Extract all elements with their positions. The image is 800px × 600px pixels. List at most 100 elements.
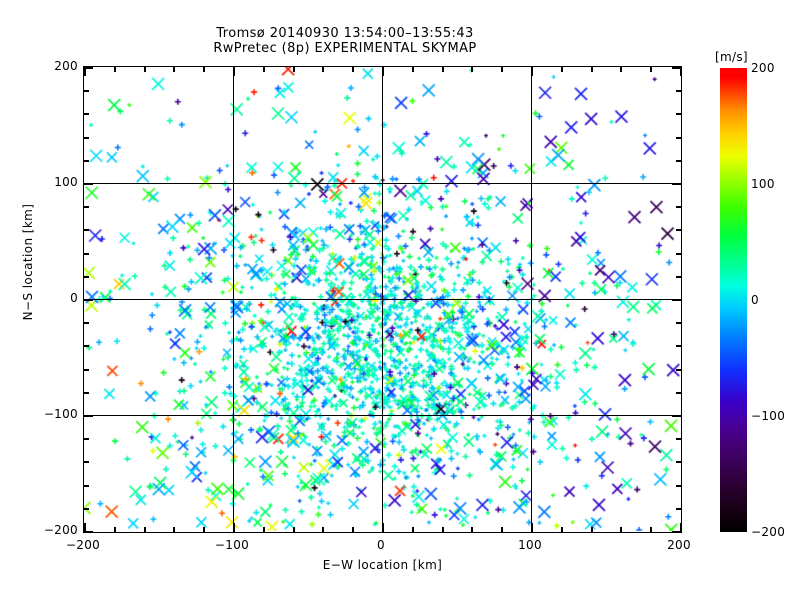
y-tick-major-right xyxy=(672,531,681,532)
colorbar-units-label: [m/s] xyxy=(715,50,748,64)
y-tick-minor-right xyxy=(676,229,681,231)
x-tick-minor-top xyxy=(203,67,205,72)
y-tick-minor xyxy=(84,461,89,463)
x-axis-title: E−W location [km] xyxy=(322,558,443,572)
x-tick-minor xyxy=(144,527,146,532)
y-tick-minor-right xyxy=(676,438,681,440)
x-tick-minor-top xyxy=(620,67,622,72)
title-line-1: Tromsø 20140930 13:54:00–13:55:43 xyxy=(216,26,474,41)
y-tick-major xyxy=(84,183,93,185)
y-tick-minor xyxy=(84,206,89,208)
x-tick-major-top xyxy=(84,67,86,76)
x-tick-minor-top xyxy=(293,67,295,72)
x-tick-minor-top xyxy=(114,67,116,72)
y-tick-minor-right xyxy=(676,485,681,487)
y-tick-label: 0 xyxy=(70,291,78,305)
y-tick-minor xyxy=(84,345,89,347)
y-tick-minor xyxy=(84,160,89,162)
title-line-2: RwPretec (8p) EXPERIMENTAL SKYMAP xyxy=(213,41,477,56)
x-tick-minor-top xyxy=(442,67,444,72)
y-tick-minor-right xyxy=(676,276,681,278)
x-tick-minor xyxy=(412,527,414,532)
y-tick-minor-right xyxy=(676,508,681,510)
y-tick-major-right xyxy=(672,67,681,69)
x-tick-label: 100 xyxy=(518,538,542,552)
y-tick-minor xyxy=(84,322,89,324)
x-tick-minor-top xyxy=(263,67,265,72)
plot-area xyxy=(83,66,682,533)
x-axis-tick-labels: −200 −100 0 100 200 xyxy=(66,538,691,558)
x-tick-minor-top xyxy=(501,67,503,72)
x-tick-minor xyxy=(203,527,205,532)
x-tick-minor xyxy=(501,527,503,532)
x-tick-minor-top xyxy=(650,67,652,72)
x-tick-minor xyxy=(293,527,295,532)
y-tick-minor xyxy=(84,113,89,115)
y-tick-label: −100 xyxy=(43,407,78,421)
x-tick-minor xyxy=(322,527,324,532)
x-tick-major xyxy=(84,523,86,532)
x-tick-major-top xyxy=(680,67,681,76)
gridline-horizontal xyxy=(84,299,681,300)
x-tick-major xyxy=(680,523,681,532)
x-tick-minor xyxy=(352,527,354,532)
y-tick-major xyxy=(84,67,93,69)
x-tick-label: 0 xyxy=(377,538,385,552)
colorbar-tick-label: −100 xyxy=(751,409,786,423)
y-tick-minor xyxy=(84,392,89,394)
x-tick-minor-top xyxy=(591,67,593,72)
y-tick-major-right xyxy=(672,299,681,301)
y-tick-minor-right xyxy=(676,369,681,371)
page-title: Tromsø 20140930 13:54:00–13:55:43 RwPret… xyxy=(0,26,690,56)
gridline-horizontal xyxy=(84,183,681,184)
y-tick-minor-right xyxy=(676,345,681,347)
x-tick-major xyxy=(233,523,235,532)
colorbar: [m/s] 200 100 0 −100 −200 xyxy=(715,50,800,539)
colorbar-tick-labels: 200 100 0 −100 −200 xyxy=(749,61,800,539)
colorbar-gradient xyxy=(720,68,747,532)
y-tick-label: 100 xyxy=(54,175,78,189)
y-tick-minor xyxy=(84,253,89,255)
colorbar-tick-label: 0 xyxy=(751,293,759,307)
x-tick-minor xyxy=(650,527,652,532)
x-tick-major-top xyxy=(382,67,384,76)
x-tick-minor-top xyxy=(322,67,324,72)
x-tick-minor-top xyxy=(352,67,354,72)
y-tick-major-right xyxy=(672,183,681,185)
y-tick-minor xyxy=(84,438,89,440)
y-tick-minor xyxy=(84,508,89,510)
x-tick-minor-top xyxy=(173,67,175,72)
y-tick-minor-right xyxy=(676,322,681,324)
y-axis-tick-labels: −200 −100 0 100 200 xyxy=(28,59,78,537)
y-tick-label: 200 xyxy=(54,59,78,73)
x-tick-major-top xyxy=(233,67,235,76)
y-tick-major xyxy=(84,299,93,301)
y-tick-minor-right xyxy=(676,253,681,255)
gridline-horizontal xyxy=(84,415,681,416)
y-tick-major xyxy=(84,531,93,532)
y-tick-major xyxy=(84,415,93,417)
y-tick-minor xyxy=(84,137,89,139)
y-tick-minor-right xyxy=(676,113,681,115)
y-tick-minor xyxy=(84,369,89,371)
x-tick-minor-top xyxy=(561,67,563,72)
x-tick-minor-top xyxy=(412,67,414,72)
x-tick-label: −200 xyxy=(65,538,101,552)
colorbar-tick-label: 200 xyxy=(751,61,775,75)
y-tick-minor xyxy=(84,90,89,92)
x-tick-major-top xyxy=(531,67,533,76)
x-tick-minor xyxy=(561,527,563,532)
x-tick-minor-top xyxy=(471,67,473,72)
x-tick-minor xyxy=(442,527,444,532)
y-tick-minor xyxy=(84,229,89,231)
colorbar-tick-label: 100 xyxy=(751,177,775,191)
y-tick-minor xyxy=(84,485,89,487)
y-tick-minor-right xyxy=(676,137,681,139)
y-tick-minor-right xyxy=(676,461,681,463)
colorbar-tick-label: −200 xyxy=(751,525,786,539)
x-tick-minor xyxy=(471,527,473,532)
y-tick-minor-right xyxy=(676,160,681,162)
x-tick-minor xyxy=(263,527,265,532)
x-tick-minor xyxy=(114,527,116,532)
x-tick-major xyxy=(531,523,533,532)
